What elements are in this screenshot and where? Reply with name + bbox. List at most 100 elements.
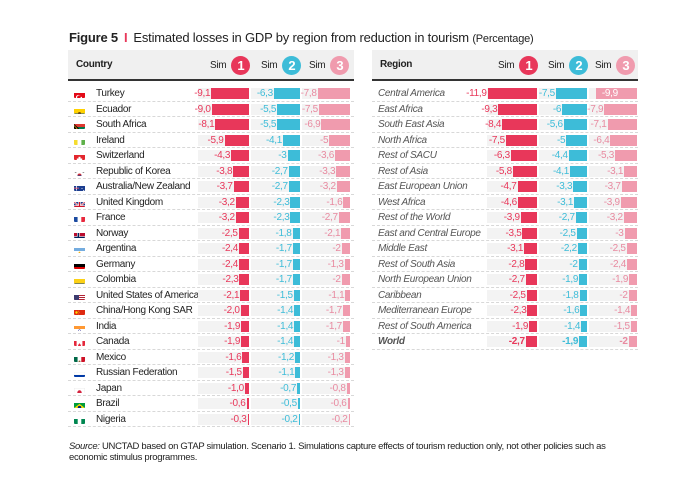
sim3-value-label: -1,1 (328, 289, 345, 301)
sim2-header: Sim 2 (261, 55, 302, 75)
sim3-cell: -7,1 (589, 119, 637, 130)
sim2-bar (292, 258, 300, 270)
sim1-bar (211, 88, 249, 99)
sim3-cell: -6,9 (302, 119, 350, 130)
sim3-bar (335, 150, 350, 161)
sim2-value-label: -2 (569, 258, 578, 270)
sim2-cell: -0,2 (251, 413, 300, 425)
table-row: East Africa -9,3 -6 -7,9 (372, 102, 638, 117)
sim2-value-label: -1,8 (275, 227, 292, 239)
sim1-value-label: -9,3 (481, 103, 498, 115)
sim1-value-label: -2,3 (510, 305, 527, 316)
sim1-cell: -1,6 (198, 351, 249, 363)
sim2-cell: -1,8 (539, 289, 587, 301)
sim1-cell: -4,3 (198, 150, 249, 161)
sim2-bar (298, 413, 300, 425)
sim2-bar (295, 367, 300, 378)
sim3-bar (341, 243, 350, 254)
russia-flag-icon (74, 368, 85, 377)
sim3-value-label: -1,4 (614, 305, 631, 316)
sim3-value-label: -2,7 (321, 212, 338, 223)
region-table-header: Region Sim 1 Sim 2 Sim 3 (372, 50, 638, 81)
sim2-bar (297, 398, 300, 409)
sim1-bar (233, 181, 249, 192)
sim2-bar (566, 134, 587, 146)
sim3-bar (341, 227, 350, 239)
table-row: North European Union -2,7 -1,9 -1,9 (372, 272, 638, 288)
sim1-cell: -9,0 (195, 103, 249, 115)
category-label: Caribbean (378, 289, 422, 301)
sim3-header: Sim 3 (309, 55, 350, 75)
sim3-value-label: -3,7 (604, 181, 621, 192)
sim2-cell: -0,7 (251, 382, 300, 394)
sim2-value-label: -5,5 (260, 103, 277, 115)
sim2-bar (573, 181, 587, 192)
sim1-value-label: -4,3 (214, 150, 231, 161)
sim3-bar (615, 150, 637, 161)
source-text: UNCTAD based on GTAP simulation. Scenari… (69, 441, 606, 463)
sim2-bar (563, 119, 587, 130)
sim3-value-label: -3,6 (318, 150, 335, 161)
sim1-bar (235, 196, 249, 208)
table-row: Republic of Korea -3,8 -2,7 -3,3 (68, 164, 354, 179)
sim2-cell: -1,9 (539, 274, 587, 285)
sim2-bar (578, 258, 587, 270)
category-label: Ecuador (96, 103, 132, 115)
sim1-header-label: Sim (210, 59, 227, 71)
sim2-header-label: Sim (548, 59, 565, 71)
sim3-cell: -0,8 (302, 382, 350, 394)
sim2-cell: -5,6 (539, 119, 587, 130)
sim2-cell: -1,5 (251, 289, 300, 301)
table-row: Canada -1,9 -1,4 -1 (68, 334, 354, 350)
sim1-cell: -3,9 (487, 212, 537, 223)
sim3-bar (623, 212, 637, 223)
sim1-bar (247, 413, 249, 425)
sim3-value-label: -3,2 (606, 212, 623, 223)
sim1-cell: -3,7 (198, 181, 249, 192)
table-row: United States of America -2,1 -1,5 -1,1 (68, 288, 354, 303)
sim2-header: Sim 2 (548, 55, 589, 75)
sim3-value-label: -1,3 (327, 351, 344, 363)
sim2-value-label: -2,7 (558, 212, 575, 223)
category-label: Central America (378, 88, 445, 99)
sim3-value-label: -1,9 (612, 274, 629, 285)
table-row: Nigeria -0,3 -0,2 -0,2 (68, 412, 354, 427)
sim2-bar (297, 382, 300, 394)
figure-title-text: Estimated losses in GDP by region from r… (133, 30, 469, 45)
category-label: Ireland (96, 134, 125, 146)
sim1-value-label: -2,3 (222, 274, 239, 285)
sim1-cell: -11,9 (466, 88, 537, 99)
argentina-flag-icon (74, 244, 85, 253)
sim2-value-label: -4,1 (552, 165, 569, 177)
sim3-bar (344, 351, 350, 363)
canada-flag-icon (74, 337, 85, 346)
figure-unit: (Percentage) (472, 33, 534, 45)
sim3-header: Sim 3 (595, 55, 636, 75)
sim2-value-label: -1,9 (562, 336, 579, 347)
sim3-cell: -3 (589, 227, 637, 239)
sim2-value-label: -7,5 (538, 88, 555, 99)
sim3-bar (342, 320, 350, 332)
sim3-cell: -2 (302, 243, 350, 254)
sim1-value-label: -3,8 (216, 165, 233, 177)
sim1-bar (517, 196, 537, 208)
sim1-bar (525, 274, 537, 285)
table-row: Central America -11,9 -7,5 -9,9 (372, 86, 638, 102)
table-row: India -1,9 -1,4 -1,7 (68, 319, 354, 334)
sim3-value-label: -2 (619, 289, 628, 301)
sim3-cell: -6,4 (589, 134, 637, 146)
category-label: United States of America (96, 289, 199, 301)
sim3-value-label: -5,3 (597, 150, 615, 161)
sim1-cell: -1,9 (487, 320, 537, 332)
sim3-bar (624, 227, 637, 239)
sim3-bar (621, 181, 637, 192)
sim1-value-label: -9,1 (194, 88, 211, 99)
sim1-cell: -1,0 (198, 382, 249, 394)
sim1-cell: -6,3 (487, 150, 537, 161)
sim1-value-label: -2,8 (508, 258, 525, 270)
sim3-value-label: -6,9 (304, 119, 321, 130)
sim1-badge: 1 (231, 55, 251, 75)
sim3-cell: -2,1 (302, 227, 350, 239)
category-label: South Africa (96, 119, 147, 130)
sim3-value-label: -0,2 (331, 413, 348, 425)
